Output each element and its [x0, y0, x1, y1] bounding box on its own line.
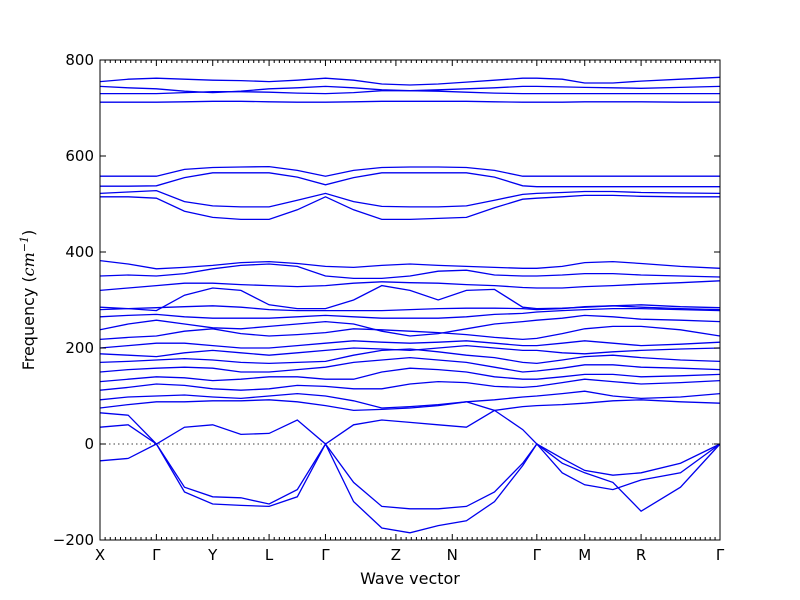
- y-axis-title-exponent: −1: [18, 236, 31, 252]
- y-tick-label: 0: [84, 435, 94, 453]
- band-line-18: [99, 263, 721, 280]
- x-tick-label: X: [95, 546, 105, 564]
- band-line-26: [99, 85, 721, 94]
- band-line-10: [99, 344, 721, 358]
- band-line-14: [99, 307, 721, 319]
- y-tick-label: 600: [65, 147, 94, 165]
- band-line-13: [99, 314, 721, 337]
- y-tick-label: 800: [65, 51, 94, 69]
- x-tick-label: Γ: [533, 546, 542, 564]
- y-axis-title-suffix: ): [19, 230, 38, 236]
- band-line-11: [99, 340, 721, 349]
- band-line-16: [99, 284, 721, 312]
- band-line-19: [99, 259, 721, 270]
- x-tick-label: R: [636, 546, 646, 564]
- y-tick-label: 200: [65, 339, 94, 357]
- plot-frame: [99, 59, 721, 541]
- band-line-5: [99, 390, 721, 409]
- y-tick-label: 400: [65, 243, 94, 261]
- band-line-3: [99, 409, 721, 476]
- plot-area: [100, 60, 720, 540]
- band-line-21: [99, 189, 721, 208]
- y-axis-title: Frequency (cm−1): [18, 230, 38, 371]
- x-tick-label: Z: [391, 546, 401, 564]
- x-tick-label: Γ: [716, 546, 725, 564]
- band-line-17: [99, 280, 721, 292]
- band-line-4: [99, 399, 721, 412]
- band-line-7: [99, 367, 721, 383]
- band-line-8: [99, 356, 721, 373]
- plot-background: [100, 60, 720, 540]
- y-axis-title-prefix: Frequency (: [19, 276, 38, 370]
- x-tick-label: L: [265, 546, 274, 564]
- band-line-22: [100, 172, 720, 188]
- x-tick-label: M: [578, 546, 591, 564]
- y-tick-label: −200: [53, 531, 94, 549]
- band-line-6: [99, 378, 721, 391]
- band-lines: [99, 76, 721, 534]
- y-axis-title-unit: cm: [19, 252, 38, 276]
- x-tick-label: Γ: [321, 546, 330, 564]
- band-line-27: [99, 76, 721, 86]
- band-line-12: [99, 325, 721, 341]
- band-line-1: [99, 442, 721, 534]
- band-line-9: [99, 348, 721, 365]
- band-line-24: [100, 100, 720, 103]
- band-line-20: [100, 194, 720, 221]
- band-line-2: [99, 424, 721, 510]
- x-axis-title: Wave vector: [360, 569, 460, 588]
- x-tick-label: Γ: [152, 546, 161, 564]
- x-tick-label: N: [447, 546, 458, 564]
- band-line-23: [100, 165, 720, 177]
- y-axis-ticks: −200 0 200 400 600 800: [53, 51, 720, 549]
- x-tick-label: Y: [207, 546, 218, 564]
